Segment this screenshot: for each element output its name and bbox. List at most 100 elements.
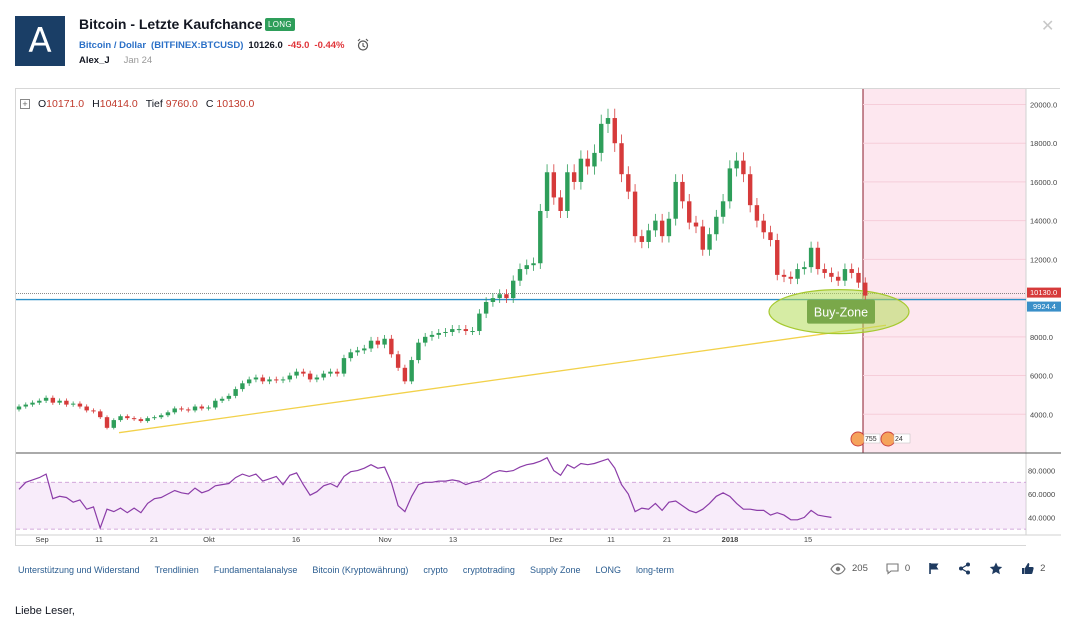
candle-body	[16, 406, 22, 410]
candle-body	[355, 350, 360, 353]
tag-link[interactable]: Bitcoin (Kryptowährung)	[312, 565, 409, 575]
candle-body	[395, 354, 401, 368]
time-tick-label: 16	[292, 535, 300, 544]
candle-body	[416, 342, 421, 361]
open-label: O	[38, 98, 47, 110]
tag-link[interactable]: Trendlinien	[154, 565, 199, 575]
close-icon[interactable]: ✕	[1041, 18, 1055, 35]
candle-body	[666, 218, 672, 237]
alarm-clock-icon[interactable]	[356, 38, 370, 52]
time-tick-label: Nov	[378, 535, 392, 544]
candle-body	[747, 174, 753, 206]
candle-body	[693, 222, 699, 227]
support-price-tag	[1027, 301, 1061, 312]
share-button[interactable]	[958, 562, 971, 575]
open-value: 10171.0	[46, 98, 85, 110]
candle-body	[158, 415, 164, 418]
last-price: 10126.0	[248, 39, 283, 51]
exchange-link[interactable]: (BITFINEX:BTCUSD)	[151, 39, 244, 51]
candle-body	[551, 172, 557, 198]
candle-body	[43, 397, 49, 401]
candle-body	[829, 272, 834, 277]
candle-body	[226, 395, 232, 399]
tag-link[interactable]: crypto	[423, 565, 448, 575]
candle-body	[605, 118, 611, 124]
candle-body	[808, 247, 814, 268]
author-avatar[interactable]: A	[15, 16, 65, 66]
support-price-tag-label: 9924.4	[1033, 302, 1056, 311]
candle-body	[260, 377, 265, 382]
event-badge-label: 755	[865, 436, 877, 443]
last-price-tag-label: 10130.0	[1030, 288, 1057, 297]
long-badge: LONG	[265, 18, 295, 31]
price-tick-label: 12000.0	[1030, 255, 1057, 264]
chart-container[interactable]: 20000.0 18000.0 16000.0 14000.0 12000.0 8000.…	[15, 88, 1061, 547]
candle-body	[165, 412, 171, 416]
eye-icon	[830, 562, 846, 575]
price-change: -45.0	[287, 39, 310, 51]
event-badge-icon	[880, 431, 896, 447]
candle-body	[531, 263, 536, 266]
candle-body	[612, 118, 617, 144]
candle-body	[172, 408, 177, 413]
candle-body	[429, 334, 435, 337]
candle-body	[348, 352, 353, 359]
time-tick-label: 11	[95, 535, 103, 544]
views-counter[interactable]: 205	[830, 562, 868, 575]
legend-toggle-icon[interactable]: +	[20, 99, 30, 109]
candle-body	[734, 160, 739, 169]
candle-body	[788, 276, 793, 279]
author-name[interactable]: Alex_J	[79, 55, 110, 66]
candle-body	[145, 418, 150, 422]
comments-button[interactable]: 0	[886, 562, 911, 575]
candle-body	[768, 232, 773, 241]
tag-link[interactable]: LONG	[595, 565, 621, 575]
like-button[interactable]: 2	[1021, 562, 1045, 575]
price-chart[interactable]: 20000.0 18000.0 16000.0 14000.0 12000.0 8000.…	[16, 89, 1061, 547]
candle-body	[368, 340, 374, 349]
candle-body	[341, 358, 347, 374]
low-value: 9760.0	[165, 98, 198, 110]
candle-body	[152, 417, 157, 419]
publish-date: Jan 24	[123, 55, 153, 66]
candle-body	[443, 331, 448, 333]
candle-body	[246, 379, 252, 384]
flag-button[interactable]	[928, 562, 940, 575]
symbol-link[interactable]: Bitcoin / Dollar	[79, 39, 147, 51]
close-value: 10130.0	[216, 98, 255, 110]
tag-link[interactable]: Supply Zone	[529, 565, 581, 575]
idea-body: Liebe Leser,	[15, 605, 75, 617]
tag-link[interactable]: Fundamentalanalyse	[213, 565, 298, 575]
candle-body	[863, 282, 868, 296]
candle-body	[382, 338, 387, 345]
candle-body	[294, 371, 299, 376]
candle-body	[659, 220, 665, 237]
candle-body	[538, 210, 543, 264]
star-icon	[989, 562, 1003, 575]
candle-body	[186, 409, 191, 411]
comments-count: 0	[904, 563, 911, 574]
favorite-button[interactable]	[989, 562, 1003, 575]
candle-body	[578, 158, 584, 182]
candle-body	[497, 294, 502, 299]
tag-link[interactable]: Unterstützung und Widerstand	[18, 565, 140, 575]
candle-body	[571, 172, 577, 182]
candle-body	[240, 383, 245, 390]
rsi-tick-label: 80.0000	[1028, 467, 1055, 476]
views-count: 205	[852, 563, 868, 574]
candle-body	[781, 274, 787, 277]
candle-body	[822, 269, 827, 273]
candle-body	[639, 236, 645, 242]
candle-body	[775, 240, 780, 275]
candle-body	[565, 172, 570, 211]
candle-body	[477, 313, 482, 332]
candle-body	[707, 234, 712, 250]
candle-body	[592, 152, 597, 167]
rsi-tick-label: 60.0000	[1028, 490, 1055, 499]
candle-body	[504, 294, 509, 299]
tag-link[interactable]: long-term	[636, 565, 675, 575]
time-tick-label: Sep	[35, 535, 48, 544]
candle-body	[389, 338, 394, 355]
tag-link[interactable]: cryptotrading	[462, 565, 515, 575]
candle-body	[599, 123, 604, 153]
